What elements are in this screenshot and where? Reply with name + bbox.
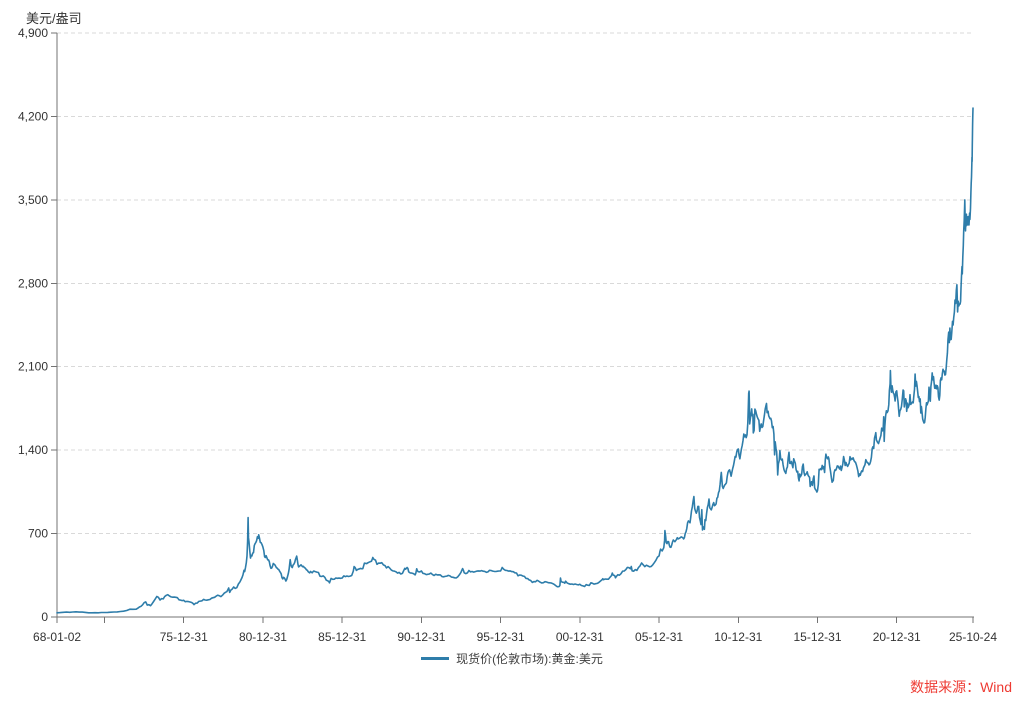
gold-price-line <box>56 107 974 614</box>
legend[interactable]: 现货价(伦敦市场):黄金:美元 <box>0 649 1024 667</box>
x-tick-label: 90-12-31 <box>397 630 445 644</box>
y-tick-label: 1,400 <box>18 443 48 457</box>
x-tick-label: 95-12-31 <box>477 630 525 644</box>
y-tick-label: 0 <box>41 610 48 624</box>
plot-area: 0 700 1,400 2,100 2,800 3,500 4,200 4,900 68-01-… <box>18 26 997 644</box>
legend-line-marker <box>421 656 450 660</box>
y-tick-label: 2,100 <box>18 360 48 374</box>
y-tick-label: 4,900 <box>18 26 48 40</box>
y-tick-label: 700 <box>28 527 48 541</box>
x-tick-label: 68-01-02 <box>33 630 81 644</box>
x-tick-label: 85-12-31 <box>318 630 366 644</box>
x-tick-label: 20-12-31 <box>873 630 921 644</box>
x-tick-label: 10-12-31 <box>714 630 762 644</box>
x-tick-label: 80-12-31 <box>239 630 287 644</box>
y-axis-unit-label: 美元/盎司 <box>26 11 82 26</box>
x-tick-label: 00-12-31 <box>556 630 604 644</box>
y-tick-label: 2,800 <box>18 276 48 290</box>
x-tick-label: 05-12-31 <box>635 630 683 644</box>
y-tick-label: 3,500 <box>18 193 48 207</box>
x-tick-label: 25-10-24 <box>949 630 997 644</box>
legend-series-label: 现货价(伦敦市场):黄金:美元 <box>456 651 603 666</box>
x-tick-label: 75-12-31 <box>160 630 208 644</box>
y-tick-label: 4,200 <box>18 109 48 123</box>
data-source-label: 数据来源：Wind <box>910 679 1012 695</box>
x-tick-label: 15-12-31 <box>793 630 841 644</box>
